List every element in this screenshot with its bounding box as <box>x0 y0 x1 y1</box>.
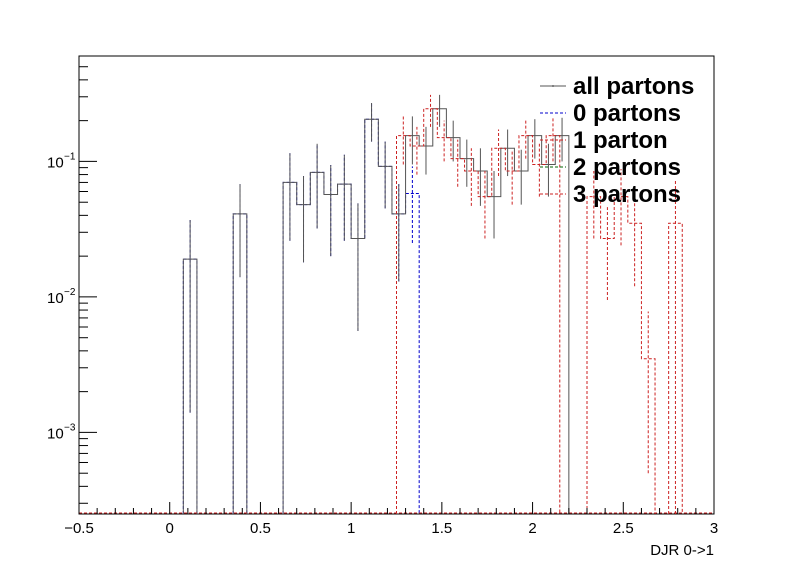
y-tick-exponent: −2 <box>64 287 76 298</box>
x-axis-title: DJR 0->1 <box>650 542 714 559</box>
series-all-partons <box>182 94 570 514</box>
legend-label: 3 partons <box>573 181 681 208</box>
legend-label: 2 partons <box>573 154 681 181</box>
y-tick-exponent: −3 <box>64 422 76 433</box>
legend-entry: all partons <box>540 73 694 100</box>
legend-label: 1 parton <box>573 127 668 154</box>
x-tick-label: 2.5 <box>613 520 634 537</box>
x-tick-label: −0.5 <box>64 520 94 537</box>
histogram-series <box>79 94 714 514</box>
legend-label: all partons <box>573 73 694 100</box>
x-tick-label: 0.5 <box>250 520 271 537</box>
x-tick-label: 2 <box>528 520 536 537</box>
x-tick-label: 1.5 <box>431 520 452 537</box>
x-tick-label: 3 <box>710 520 718 537</box>
y-tick-label: 10 <box>47 290 64 307</box>
legend-entry: 0 partons <box>540 100 681 127</box>
legend-label: 0 partons <box>573 100 681 127</box>
axes: −0.5 0 0.5 1 1.5 2 2.5 310−110−210−3 <box>47 66 718 537</box>
legend-entry: 1 parton <box>540 127 668 154</box>
legend-entry: 2 partons <box>540 154 681 181</box>
legend-entry: 3 partons <box>540 181 681 208</box>
y-tick-exponent: −1 <box>64 151 76 162</box>
series-1-parton <box>396 94 683 514</box>
y-tick-label: 10 <box>47 154 64 171</box>
y-tick-label: 10 <box>47 425 64 442</box>
x-tick-label: 0 <box>166 520 174 537</box>
x-tick-label: 1 <box>347 520 355 537</box>
